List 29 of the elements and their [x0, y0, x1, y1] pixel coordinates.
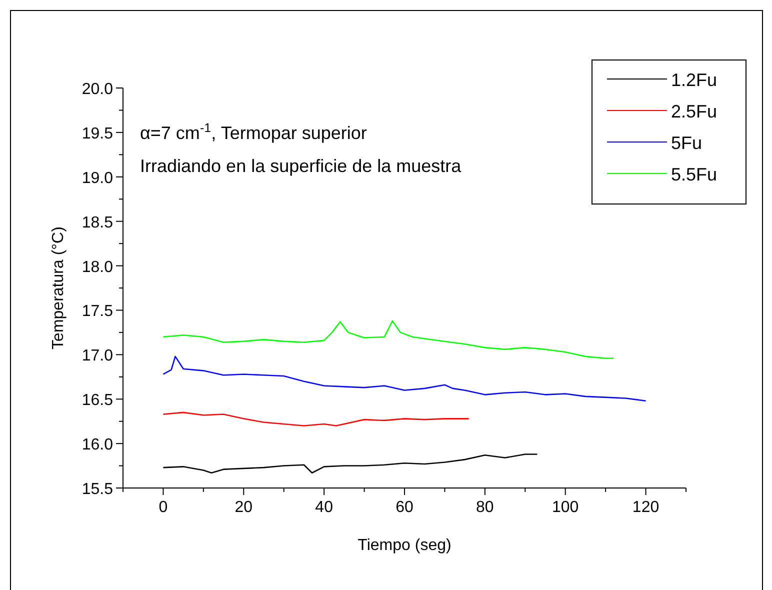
y-tick-label: 17.0 [82, 348, 114, 365]
legend-label: 1.2Fu [671, 70, 718, 90]
x-tick-label: 40 [315, 499, 334, 516]
line-series [162, 356, 646, 402]
x-tick-label: 120 [632, 499, 660, 516]
x-axis-title: Tiempo (seg) [358, 537, 452, 554]
y-tick-label: 15.5 [82, 481, 114, 498]
x-tick-label: 60 [396, 499, 414, 516]
y-tick-label: 16.0 [82, 436, 114, 454]
line-series [162, 320, 614, 359]
y-tick-label: 20.0 [82, 81, 114, 98]
y-tick-label: 16.5 [82, 392, 114, 410]
annotation: Irradiando en la superficie de la muestra [140, 156, 462, 176]
legend-label: 2.5Fu [671, 102, 718, 122]
x-tick-label: 100 [552, 499, 579, 516]
annotation: α=7 cm$^{-1}$, Termopar superior [140, 121, 367, 143]
x-tick-label: 0 [158, 499, 168, 516]
y-tick-label: 18.5 [82, 214, 114, 232]
line-series [162, 412, 470, 426]
y-tick-label: 19.5 [82, 125, 114, 142]
x-tick-label: 20 [234, 499, 253, 516]
y-tick-label: 17.5 [82, 303, 114, 320]
y-tick-label: 19.0 [82, 170, 114, 187]
line-series [162, 454, 538, 474]
legend-label: 5.5Fu [671, 164, 718, 184]
legend-label: 5Fu [671, 133, 702, 153]
y-axis-title: Temperatura (°C) [50, 226, 67, 350]
y-tick-label: 18.0 [82, 258, 114, 276]
x-tick-label: 80 [476, 499, 494, 516]
